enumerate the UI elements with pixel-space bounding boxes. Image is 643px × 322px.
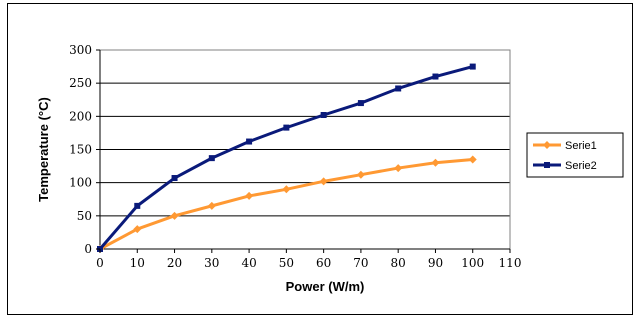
legend-marker	[543, 141, 551, 149]
x-tick-label: 0	[96, 256, 104, 270]
legend-box	[526, 132, 624, 178]
tick-labels: 0 50 100 150 200 250 300 0 10 20 30 40 50 60 70 80 90 100…	[69, 43, 521, 270]
data-point	[356, 170, 365, 179]
data-point	[133, 225, 142, 234]
data-point	[207, 201, 216, 210]
x-tick-label: 60	[316, 256, 331, 270]
data-point	[246, 138, 253, 145]
data-point	[357, 100, 364, 107]
y-tick-label: 250	[69, 76, 92, 90]
series-1	[96, 155, 477, 253]
x-tick-label: 90	[428, 256, 443, 270]
data-point	[283, 124, 290, 131]
x-tick-label: 40	[241, 256, 256, 270]
data-point	[395, 85, 402, 92]
data-point	[394, 164, 403, 173]
x-tick-label: 50	[279, 256, 294, 270]
x-tick-label: 70	[353, 256, 368, 270]
x-tick-label: 20	[167, 256, 182, 270]
y-tick-label: 300	[69, 43, 92, 57]
data-point	[170, 211, 179, 220]
line-chart: 0 50 100 150 200 250 300 0 10 20 30 40 50 60 70 80 90 100…	[36, 43, 624, 294]
data-point	[171, 175, 178, 182]
legend-marker	[544, 162, 550, 168]
x-tick-label: 10	[130, 256, 145, 270]
data-point	[245, 191, 254, 200]
data-point	[431, 158, 440, 167]
grid-lines	[100, 49, 510, 217]
x-tick-label: 100	[461, 256, 484, 270]
data-point	[468, 155, 477, 164]
legend-label: Serie1	[565, 140, 597, 152]
data-point	[320, 112, 327, 119]
series-layer	[96, 63, 477, 253]
x-tick-label: 30	[204, 256, 219, 270]
legend: Serie1 Serie2	[526, 132, 624, 178]
data-point	[208, 155, 215, 162]
y-tick-label: 200	[69, 109, 92, 123]
data-point	[319, 177, 328, 186]
y-tick-label: 100	[69, 176, 92, 190]
data-point	[469, 63, 476, 70]
y-tick-label: 150	[69, 143, 92, 157]
series-line	[99, 157, 473, 251]
data-point	[432, 73, 439, 80]
data-point	[134, 202, 141, 209]
chart-frame: 0 50 100 150 200 250 300 0 10 20 30 40 50 60 70 80 90 100…	[7, 3, 633, 315]
data-point	[282, 185, 291, 194]
x-tick-label: 80	[391, 256, 406, 270]
y-tick-label: 50	[77, 209, 92, 223]
x-tick-label: 110	[499, 256, 522, 270]
legend-label: Serie2	[565, 160, 597, 172]
y-axis-label: Temperature (°C)	[36, 97, 51, 202]
x-axis-label: Power (W/m)	[286, 279, 365, 294]
y-tick-label: 0	[84, 242, 92, 256]
